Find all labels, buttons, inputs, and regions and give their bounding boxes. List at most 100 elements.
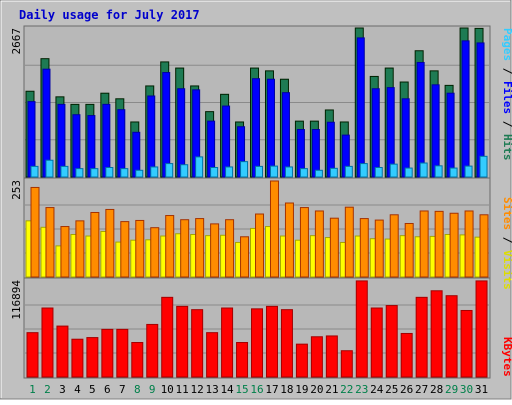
x-tick-label-day-29: 29 bbox=[445, 383, 458, 396]
bar-sites-day-9 bbox=[150, 227, 160, 278]
x-tick-label-day-24: 24 bbox=[370, 383, 384, 396]
legend-kbytes: KBytes bbox=[501, 337, 512, 377]
bar-pages-day-6 bbox=[105, 167, 114, 178]
x-tick-label-day-22: 22 bbox=[340, 383, 353, 396]
bar-pages-day-8 bbox=[135, 169, 144, 178]
legend-hits: Hits bbox=[501, 134, 512, 161]
x-tick-label-day-30: 30 bbox=[460, 383, 473, 396]
legend-visits-panel: Sites / Visits bbox=[501, 197, 512, 290]
bar-sites-day-7 bbox=[120, 221, 130, 278]
bar-files-day-17 bbox=[266, 78, 275, 178]
x-tick-label-day-31: 31 bbox=[475, 383, 488, 396]
bar-kbytes-day-7 bbox=[116, 328, 129, 378]
visits-ymax-label: 253 bbox=[10, 180, 23, 200]
bar-files-day-7 bbox=[117, 109, 126, 178]
bar-sites-day-16 bbox=[255, 213, 265, 278]
bar-kbytes-day-2 bbox=[41, 307, 54, 378]
bar-kbytes-day-29 bbox=[445, 295, 458, 378]
x-tick-label-day-25: 25 bbox=[385, 383, 398, 396]
bar-sites-day-23 bbox=[359, 218, 369, 278]
bar-kbytes-day-8 bbox=[131, 342, 144, 378]
bar-kbytes-day-26 bbox=[400, 332, 413, 378]
bar-kbytes-day-1 bbox=[26, 332, 39, 378]
bar-pages-day-13 bbox=[210, 167, 219, 178]
bar-kbytes-day-25 bbox=[385, 305, 398, 378]
x-tick-label-day-3: 3 bbox=[59, 383, 66, 396]
bar-files-day-24 bbox=[371, 88, 380, 178]
bar-pages-day-30 bbox=[464, 165, 473, 178]
bar-pages-day-10 bbox=[165, 163, 174, 178]
bar-kbytes-day-18 bbox=[280, 309, 293, 378]
bar-files-day-18 bbox=[281, 92, 290, 178]
legend-hits-panel: Pages / Files / Hits bbox=[501, 28, 512, 161]
bar-sites-day-21 bbox=[329, 217, 339, 278]
bar-sites-day-17 bbox=[269, 180, 279, 278]
bar-kbytes-day-16 bbox=[251, 308, 264, 378]
bar-files-day-4 bbox=[72, 114, 81, 178]
bar-pages-day-18 bbox=[284, 166, 293, 178]
bar-pages-day-9 bbox=[150, 166, 159, 178]
bar-pages-day-16 bbox=[255, 165, 264, 178]
bar-kbytes-day-3 bbox=[56, 325, 69, 378]
bar-sites-day-12 bbox=[195, 218, 205, 278]
legend-files: Files bbox=[501, 81, 512, 114]
chart-title: Daily usage for July 2017 bbox=[19, 8, 200, 22]
x-tick-label-day-13: 13 bbox=[205, 383, 218, 396]
bar-pages-day-25 bbox=[389, 163, 398, 178]
bar-pages-day-7 bbox=[120, 168, 129, 178]
bar-pages-day-2 bbox=[45, 159, 54, 178]
x-tick-label-day-17: 17 bbox=[265, 383, 278, 396]
x-tick-label-day-10: 10 bbox=[161, 383, 174, 396]
x-tick-label-day-26: 26 bbox=[400, 383, 413, 396]
bar-kbytes-day-6 bbox=[101, 328, 114, 378]
bar-files-day-23 bbox=[356, 37, 365, 178]
x-tick-label-day-19: 19 bbox=[295, 383, 308, 396]
x-tick-label-day-12: 12 bbox=[191, 383, 204, 396]
x-tick-label-day-28: 28 bbox=[430, 383, 443, 396]
bar-kbytes-day-30 bbox=[460, 309, 473, 378]
x-tick-label-day-18: 18 bbox=[280, 383, 293, 396]
bar-sites-day-15 bbox=[240, 236, 250, 278]
x-tick-label-day-4: 4 bbox=[74, 383, 81, 396]
bar-kbytes-day-9 bbox=[146, 323, 159, 378]
bar-sites-day-30 bbox=[464, 210, 474, 278]
bar-kbytes-day-14 bbox=[221, 307, 234, 378]
bar-sites-day-28 bbox=[434, 210, 444, 278]
bar-sites-day-6 bbox=[105, 208, 115, 278]
bar-files-day-30 bbox=[461, 40, 470, 178]
bar-files-day-6 bbox=[102, 103, 111, 178]
bar-pages-day-14 bbox=[225, 166, 234, 178]
bar-files-day-28 bbox=[431, 84, 440, 178]
bar-kbytes-day-19 bbox=[295, 343, 308, 378]
x-tick-label-day-21: 21 bbox=[325, 383, 338, 396]
bar-sites-day-31 bbox=[479, 214, 489, 278]
bar-pages-day-21 bbox=[329, 167, 338, 178]
bar-pages-day-29 bbox=[449, 167, 458, 178]
bar-kbytes-day-24 bbox=[370, 307, 383, 378]
bar-pages-day-23 bbox=[359, 163, 368, 178]
bar-sites-day-10 bbox=[165, 215, 175, 278]
bar-sites-day-20 bbox=[314, 210, 324, 278]
bar-kbytes-day-13 bbox=[206, 332, 219, 378]
bar-sites-day-1 bbox=[30, 186, 40, 278]
legend-separator: / bbox=[501, 61, 512, 81]
bar-kbytes-day-27 bbox=[415, 296, 428, 378]
bar-sites-day-11 bbox=[180, 219, 190, 278]
bar-pages-day-3 bbox=[60, 165, 69, 178]
bar-pages-day-11 bbox=[180, 164, 189, 178]
x-tick-label-day-2: 2 bbox=[44, 383, 51, 396]
bar-pages-day-22 bbox=[344, 165, 353, 178]
x-tick-label-day-11: 11 bbox=[176, 383, 189, 396]
bar-sites-day-25 bbox=[389, 214, 399, 278]
x-tick-label-day-20: 20 bbox=[310, 383, 323, 396]
legend-visits: Visits bbox=[501, 250, 512, 290]
bar-files-day-26 bbox=[401, 98, 410, 178]
bar-pages-day-1 bbox=[30, 165, 39, 178]
bar-pages-day-27 bbox=[419, 162, 428, 178]
bar-pages-day-15 bbox=[240, 161, 249, 178]
bar-kbytes-day-21 bbox=[325, 335, 338, 378]
bar-files-day-25 bbox=[386, 87, 395, 178]
x-tick-label-day-7: 7 bbox=[119, 383, 126, 396]
bar-pages-day-19 bbox=[299, 168, 308, 178]
